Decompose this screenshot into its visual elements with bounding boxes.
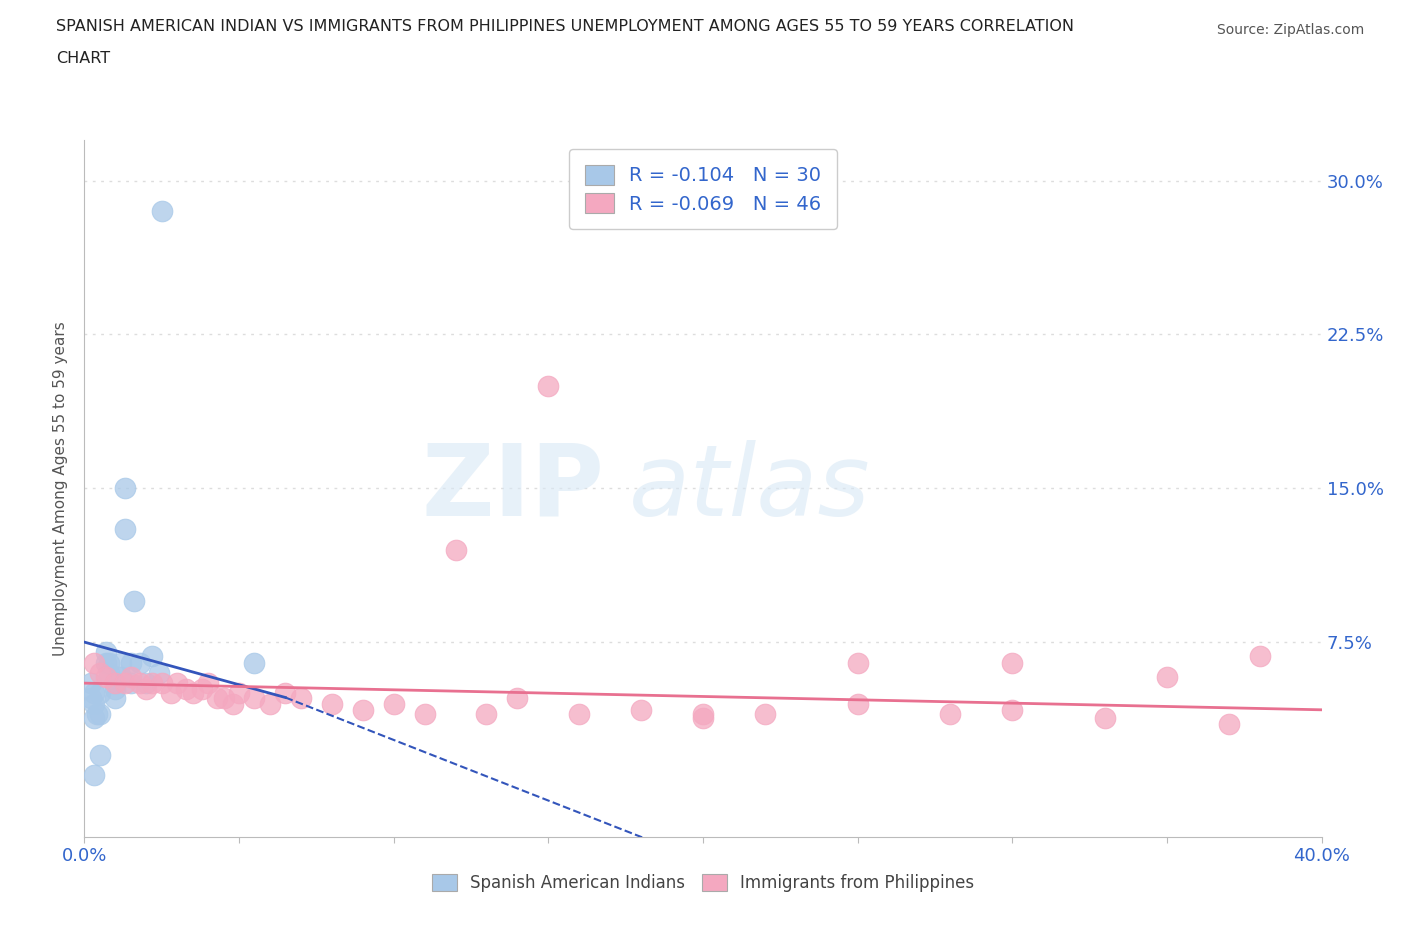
Point: [89, 666, 111, 681]
Point: [83, 768, 105, 783]
Text: atlas: atlas: [628, 440, 870, 537]
Point: [1249, 649, 1271, 664]
Point: [83, 656, 105, 671]
Point: [150, 204, 173, 219]
Point: [104, 682, 127, 697]
Point: [79, 676, 101, 691]
Point: [83, 686, 105, 701]
Point: [207, 690, 229, 705]
Point: [1001, 702, 1024, 717]
Point: [83, 711, 105, 725]
Point: [98, 666, 121, 681]
Point: [176, 682, 198, 697]
Text: SPANISH AMERICAN INDIAN VS IMMIGRANTS FROM PHILIPPINES UNEMPLOYMENT AMONG AGES 5: SPANISH AMERICAN INDIAN VS IMMIGRANTS FR…: [56, 19, 1074, 33]
Point: [1001, 656, 1024, 671]
Point: [122, 593, 145, 608]
Point: [110, 656, 132, 671]
Point: [1156, 670, 1178, 684]
Point: [86, 707, 108, 722]
Point: [83, 697, 105, 711]
Point: [98, 656, 121, 671]
Point: [692, 707, 714, 722]
Point: [148, 666, 170, 681]
Point: [135, 676, 157, 691]
Point: [120, 670, 142, 684]
Point: [160, 686, 183, 701]
Point: [630, 702, 652, 717]
Point: [141, 649, 163, 664]
Point: [212, 690, 235, 705]
Point: [114, 676, 136, 691]
Text: ZIP: ZIP: [422, 440, 605, 537]
Point: [537, 379, 560, 393]
Point: [321, 697, 343, 711]
Point: [1094, 711, 1116, 725]
Point: [191, 682, 214, 697]
Point: [166, 676, 188, 691]
Point: [352, 702, 374, 717]
Point: [444, 542, 467, 557]
Point: [104, 676, 127, 691]
Point: [150, 676, 173, 691]
Y-axis label: Unemployment Among Ages 55 to 59 years: Unemployment Among Ages 55 to 59 years: [53, 321, 69, 656]
Point: [141, 676, 163, 691]
Point: [939, 707, 962, 722]
Point: [89, 748, 111, 763]
Point: [568, 707, 591, 722]
Text: Source: ZipAtlas.com: Source: ZipAtlas.com: [1216, 23, 1364, 37]
Point: [382, 697, 405, 711]
Point: [89, 707, 111, 722]
Point: [181, 686, 204, 701]
Point: [104, 676, 127, 691]
Point: [846, 656, 869, 671]
Point: [274, 686, 297, 701]
Point: [413, 707, 436, 722]
Point: [114, 481, 136, 496]
Point: [243, 690, 266, 705]
Point: [475, 707, 498, 722]
Point: [692, 711, 714, 725]
Point: [94, 644, 117, 659]
Point: [129, 676, 152, 691]
Point: [104, 690, 127, 705]
Point: [120, 656, 142, 671]
Point: [1218, 717, 1240, 732]
Text: CHART: CHART: [56, 51, 110, 66]
Point: [89, 686, 111, 701]
Point: [110, 670, 132, 684]
Legend: Spanish American Indians, Immigrants from Philippines: Spanish American Indians, Immigrants fro…: [425, 867, 981, 898]
Point: [120, 676, 142, 691]
Point: [94, 670, 117, 684]
Point: [79, 690, 101, 705]
Point: [197, 676, 219, 691]
Point: [259, 697, 281, 711]
Point: [135, 682, 157, 697]
Point: [114, 522, 136, 537]
Point: [290, 690, 312, 705]
Point: [228, 686, 250, 701]
Point: [846, 697, 869, 711]
Point: [754, 707, 776, 722]
Point: [222, 697, 245, 711]
Point: [129, 656, 152, 671]
Point: [243, 656, 266, 671]
Point: [94, 656, 117, 671]
Point: [506, 690, 529, 705]
